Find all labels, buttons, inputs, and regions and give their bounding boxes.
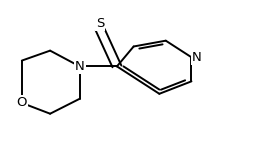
Text: N: N: [192, 51, 201, 64]
Text: S: S: [96, 17, 104, 30]
Text: O: O: [17, 96, 27, 109]
Text: N: N: [75, 60, 85, 73]
